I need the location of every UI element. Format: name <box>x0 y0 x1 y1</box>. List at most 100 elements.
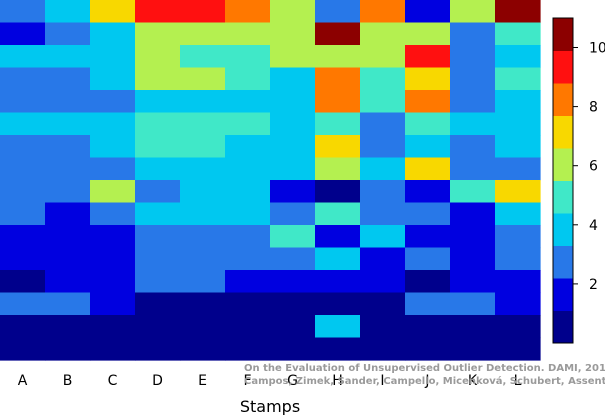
heatmap-cell <box>495 112 541 136</box>
heatmap-cell <box>45 292 91 316</box>
heatmap-cell <box>450 247 496 271</box>
heatmap-cell <box>45 90 91 114</box>
heatmap-cell <box>45 247 91 271</box>
heatmap-cell <box>225 225 271 249</box>
heatmap-cell <box>45 337 91 361</box>
heatmap-cell <box>360 157 406 181</box>
heatmap-cell <box>180 67 226 91</box>
heatmap-cell <box>270 157 316 181</box>
heatmap-cell <box>495 270 541 294</box>
heatmap-cell <box>270 90 316 114</box>
heatmap-cell <box>180 0 226 24</box>
heatmap-cell <box>0 22 46 46</box>
heatmap-cell <box>270 315 316 339</box>
heatmap-cell <box>405 202 451 226</box>
heatmap-cell <box>225 157 271 181</box>
heatmap-cell <box>405 247 451 271</box>
heatmap-cell <box>315 135 361 159</box>
heatmap-cell <box>225 202 271 226</box>
heatmap-cell <box>180 202 226 226</box>
heatmap-cell <box>315 337 361 361</box>
heatmap-cell <box>90 225 136 249</box>
heatmap-cell <box>315 90 361 114</box>
heatmap-cell <box>90 337 136 361</box>
heatmap-cell <box>225 45 271 69</box>
heatmap-cell <box>225 22 271 46</box>
heatmap-cell <box>270 180 316 204</box>
heatmap-cell <box>180 315 226 339</box>
heatmap-cell <box>405 45 451 69</box>
heatmap-cell <box>315 270 361 294</box>
heatmap-cell <box>180 247 226 271</box>
heatmap-cell <box>450 67 496 91</box>
heatmap-cell <box>90 45 136 69</box>
heatmap-cell <box>45 270 91 294</box>
heatmap-cell <box>180 225 226 249</box>
heatmap-cell <box>45 180 91 204</box>
x-tick-label: K <box>468 373 478 389</box>
heatmap-cell <box>360 202 406 226</box>
colorbar-segment <box>553 245 573 279</box>
colorbar-segment <box>553 180 573 214</box>
heatmap-cell <box>90 0 136 24</box>
heatmap-cell <box>360 292 406 316</box>
heatmap-cell <box>180 90 226 114</box>
heatmap-cell <box>180 180 226 204</box>
heatmap-cell <box>315 45 361 69</box>
heatmap-cell <box>90 270 136 294</box>
heatmap-cell <box>45 0 91 24</box>
heatmap-cell <box>0 157 46 181</box>
colorbar-segment <box>553 83 573 116</box>
heatmap-cell <box>270 22 316 46</box>
heatmap-cell <box>0 135 46 159</box>
heatmap-cell <box>135 45 181 69</box>
x-tick-label: F <box>243 373 251 389</box>
credit-line-1: On the Evaluation of Unsupervised Outlie… <box>244 363 605 374</box>
heatmap-cell <box>225 337 271 361</box>
heatmap-cell <box>180 157 226 181</box>
heatmap-cell <box>0 270 46 294</box>
colorbar-tick-label: 4 <box>589 218 598 234</box>
heatmap-cell <box>225 0 271 24</box>
heatmap-cell <box>360 315 406 339</box>
heatmap-cell <box>180 112 226 136</box>
heatmap-cell <box>0 180 46 204</box>
heatmap-cell <box>405 67 451 91</box>
heatmap-cell <box>180 135 226 159</box>
heatmap-cell <box>135 202 181 226</box>
heatmap-cell <box>405 0 451 24</box>
heatmap-cell <box>135 135 181 159</box>
heatmap-cell <box>45 315 91 339</box>
heatmap-cell <box>135 67 181 91</box>
x-axis-title: Stamps <box>240 397 300 415</box>
x-tick-label: I <box>380 373 384 389</box>
heatmap-cell <box>495 202 541 226</box>
colorbar-tick-label: 6 <box>589 159 598 175</box>
heatmap-cell <box>450 22 496 46</box>
colorbar-segment <box>553 278 573 311</box>
heatmap-cell <box>315 247 361 271</box>
heatmap-cell <box>495 135 541 159</box>
heatmap-cells <box>0 0 541 361</box>
heatmap-cell <box>495 292 541 316</box>
heatmap-cell <box>450 0 496 24</box>
colorbar-tick-labels: 2 4 6 8 10 <box>573 41 605 293</box>
x-tick-label: B <box>63 373 73 389</box>
heatmap-cell <box>225 270 271 294</box>
heatmap-cell <box>315 67 361 91</box>
x-tick-label: H <box>332 373 343 389</box>
heatmap-cell <box>270 225 316 249</box>
heatmap-cell <box>0 225 46 249</box>
heatmap-cell <box>135 180 181 204</box>
heatmap-cell <box>450 90 496 114</box>
heatmap-cell <box>405 135 451 159</box>
heatmap-cell <box>45 225 91 249</box>
heatmap-cell <box>450 337 496 361</box>
heatmap-cell <box>135 337 181 361</box>
heatmap-cell <box>0 337 46 361</box>
heatmap-cell <box>360 90 406 114</box>
heatmap-cell <box>315 157 361 181</box>
colorbar-segment <box>553 148 573 181</box>
colorbar-tick-label: 8 <box>589 100 598 116</box>
